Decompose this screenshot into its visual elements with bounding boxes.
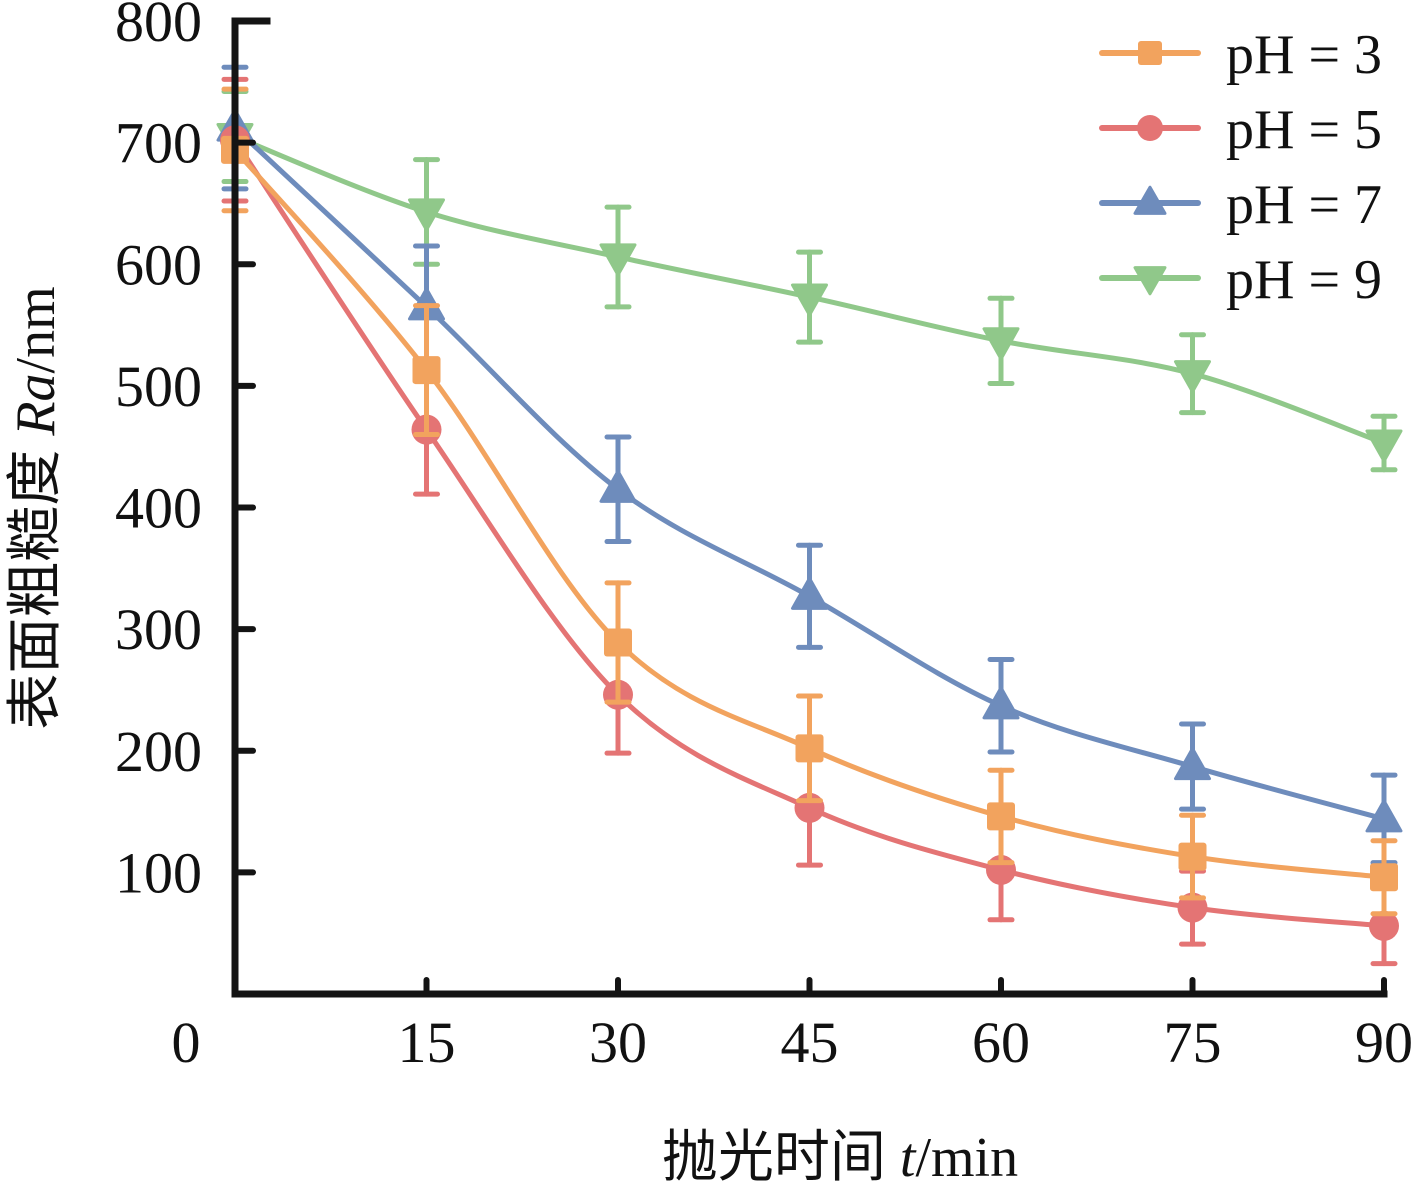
x-tick-label: 30 [589, 1010, 647, 1075]
y-tick-label: 100 [115, 840, 202, 905]
data-point-ph7 [791, 576, 828, 610]
data-point-ph7 [982, 686, 1020, 720]
x-tick-label: 60 [972, 1010, 1030, 1075]
data-point-ph5 [1369, 910, 1399, 941]
legend-item-ph9: pH = 9 [1099, 249, 1382, 311]
legend-marker-ph7 [1133, 185, 1167, 215]
x-tick-label: 45 [781, 1010, 839, 1075]
legend-marker-ph9 [1133, 266, 1167, 296]
legend-label-ph9: pH = 9 [1226, 249, 1382, 311]
data-point-ph3 [412, 356, 441, 385]
legend-label-ph3: pH = 3 [1226, 24, 1382, 86]
data-point-ph7 [1174, 746, 1211, 781]
legend-label-ph5: pH = 5 [1226, 99, 1382, 161]
data-point-ph3 [795, 734, 824, 763]
y-tick-label: 300 [115, 597, 202, 662]
legend-item-ph7: pH = 7 [1099, 174, 1382, 236]
x-tick-label: 0 [172, 1010, 201, 1075]
data-point-ph9 [1174, 360, 1211, 394]
data-point-ph9 [791, 283, 828, 317]
legend-marker-ph5 [1137, 115, 1163, 141]
series-layer [216, 64, 1403, 967]
y-axis-title: 表面粗糙度 Ra/nm [5, 286, 67, 729]
x-axis-title: 抛光时间 t/min [662, 1127, 1018, 1186]
legend-item-ph3: pH = 3 [1099, 24, 1382, 86]
legend-item-ph5: pH = 5 [1099, 99, 1382, 161]
y-tick-label: 500 [115, 354, 202, 419]
x-tick-label: 90 [1355, 1010, 1412, 1075]
series-ph5 [220, 76, 1399, 967]
legend-label-ph7: pH = 7 [1226, 174, 1382, 236]
data-point-ph9 [1365, 429, 1403, 463]
data-point-ph9 [599, 243, 637, 277]
legend: pH = 3 pH = 5 pH = 7 pH = 9 [1099, 24, 1382, 311]
legend-marker-ph3 [1138, 41, 1162, 65]
data-point-ph7 [1365, 799, 1403, 833]
series-ph3 [221, 86, 1398, 917]
y-tick-label: 700 [115, 111, 202, 176]
y-tick-label: 600 [115, 232, 202, 297]
data-point-ph9 [982, 327, 1020, 361]
x-tick-label: 15 [398, 1010, 456, 1075]
data-point-ph3 [1370, 863, 1398, 892]
series-line-ph5 [232, 137, 1387, 929]
data-point-ph3 [987, 802, 1015, 831]
data-point-ph9 [408, 198, 445, 232]
y-tick-label: 800 [115, 0, 202, 54]
y-tick-label: 200 [115, 719, 202, 784]
x-tick-label: 75 [1164, 1010, 1222, 1075]
ticks-layer: 0 15 30 45 60 75 90 100 200 300 400 500 600 700 800 [115, 0, 1412, 1075]
data-point-ph3 [1178, 842, 1207, 871]
data-point-ph3 [604, 628, 632, 657]
y-tick-label: 400 [115, 476, 202, 541]
data-point-ph7 [599, 469, 637, 503]
